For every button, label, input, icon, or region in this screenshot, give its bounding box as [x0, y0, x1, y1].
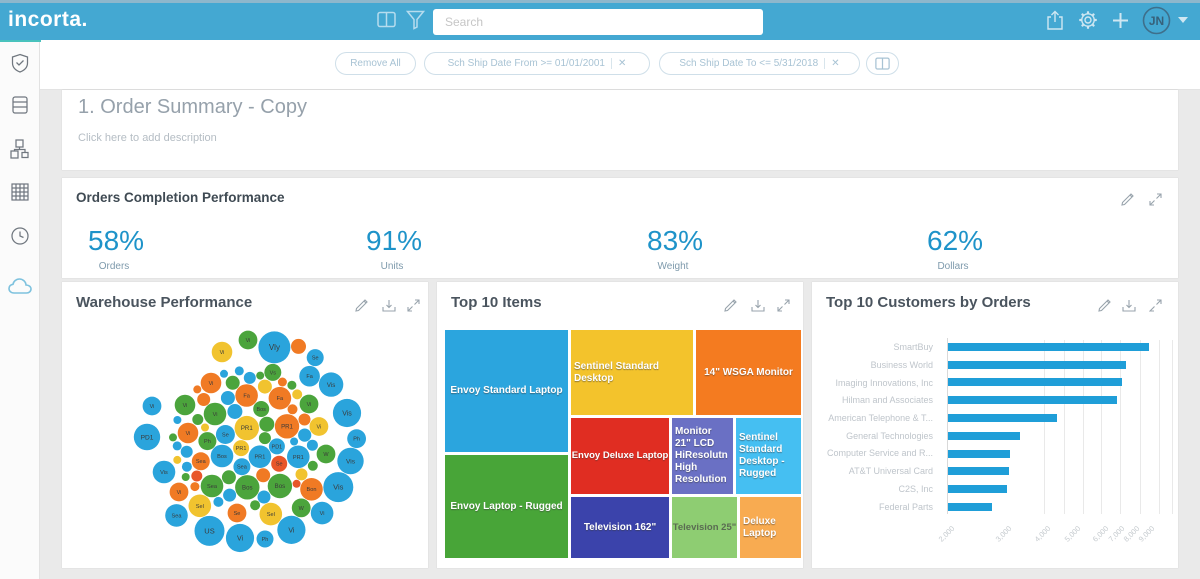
svg-text:Sea: Sea	[207, 484, 218, 490]
svg-text:Sel: Sel	[267, 512, 275, 518]
svg-text:Vi: Vi	[150, 404, 155, 410]
svg-text:Bos: Bos	[275, 483, 286, 490]
svg-text:PR1: PR1	[254, 455, 265, 461]
svg-text:Vi: Vi	[288, 527, 295, 534]
svg-text:Vi: Vi	[317, 425, 322, 431]
svg-text:Vis: Vis	[327, 382, 335, 389]
svg-text:Sea: Sea	[196, 459, 207, 465]
svg-text:JN: JN	[1149, 14, 1164, 28]
svg-text:Vly: Vly	[269, 343, 280, 352]
svg-text:Sea: Sea	[237, 465, 248, 471]
svg-text:Vi: Vi	[307, 402, 312, 408]
svg-text:Ph: Ph	[353, 437, 360, 443]
svg-text:PR1: PR1	[236, 446, 247, 452]
svg-text:PR1: PR1	[241, 425, 253, 432]
svg-text:Se: Se	[312, 356, 319, 362]
svg-text:PR1: PR1	[293, 455, 304, 461]
svg-text:Vi: Vi	[186, 431, 191, 437]
svg-text:Se: Se	[276, 462, 283, 468]
svg-text:W: W	[323, 452, 329, 458]
svg-text:Vi: Vi	[320, 511, 325, 517]
svg-text:Vi: Vi	[183, 403, 188, 409]
svg-text:Vi: Vi	[209, 381, 214, 387]
svg-text:Fa: Fa	[243, 393, 250, 399]
svg-text:Sea: Sea	[172, 513, 183, 519]
svg-text:Ph: Ph	[204, 439, 211, 445]
svg-text:Vis: Vis	[342, 411, 352, 418]
svg-text:Vis: Vis	[160, 470, 168, 476]
svg-text:Se: Se	[222, 432, 229, 438]
svg-text:Vs: Vs	[270, 370, 277, 376]
svg-text:Fa: Fa	[306, 374, 313, 380]
svg-text:US: US	[204, 527, 214, 536]
svg-text:Bon: Bon	[307, 487, 317, 493]
svg-text:W: W	[299, 506, 305, 512]
svg-text:Vi: Vi	[220, 350, 225, 356]
svg-text:Vis: Vis	[346, 458, 356, 465]
svg-text:Vi: Vi	[246, 338, 251, 344]
svg-text:Vi: Vi	[213, 412, 218, 418]
svg-text:Bos: Bos	[217, 454, 227, 460]
svg-text:Se: Se	[234, 511, 241, 517]
svg-text:PR1: PR1	[281, 423, 293, 430]
svg-text:Sel: Sel	[196, 504, 204, 510]
svg-text:Fa: Fa	[277, 396, 284, 402]
svg-text:Ph: Ph	[262, 537, 269, 543]
svg-text:Bos: Bos	[256, 407, 266, 413]
svg-text:PD1: PD1	[141, 434, 154, 441]
svg-text:Vis: Vis	[333, 483, 344, 492]
svg-text:Vi: Vi	[177, 490, 182, 496]
svg-text:PD1: PD1	[272, 444, 283, 450]
svg-text:Vi: Vi	[237, 536, 244, 543]
svg-text:Bos: Bos	[242, 484, 253, 491]
